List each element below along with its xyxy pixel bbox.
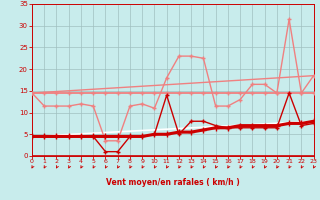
X-axis label: Vent moyen/en rafales ( km/h ): Vent moyen/en rafales ( km/h ) xyxy=(106,178,240,187)
